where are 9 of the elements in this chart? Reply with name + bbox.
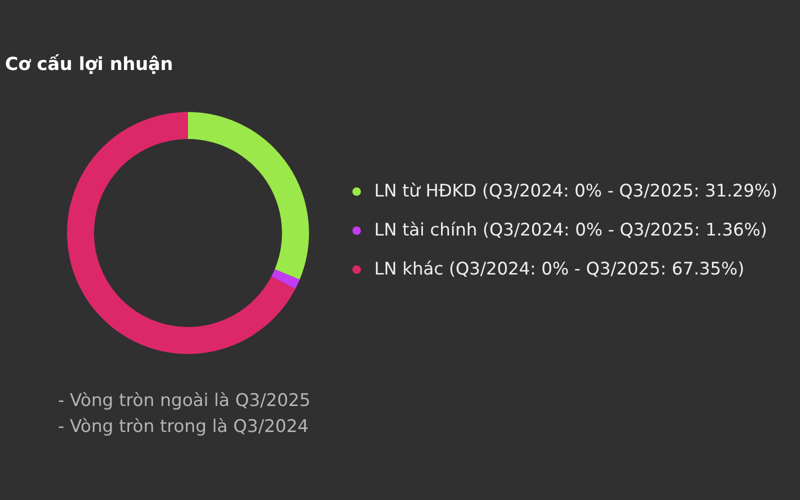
donut-slice <box>188 112 309 280</box>
legend-label: LN từ HĐKD (Q3/2024: 0% - Q3/2025: 31.29%) <box>374 182 778 202</box>
chart-title: Cơ cấu lợi nhuận <box>5 54 174 75</box>
donut-slice <box>271 269 300 289</box>
legend-label: LN khác (Q3/2024: 0% - Q3/2025: 67.35%) <box>374 260 744 280</box>
legend-label: LN tài chính (Q3/2024: 0% - Q3/2025: 1.36%) <box>374 220 768 241</box>
text: - Vòng tròn trong là Q3/2024 <box>58 417 309 437</box>
text: - Vòng tròn ngoài là Q3/2025 <box>58 391 311 411</box>
donut-slice <box>67 112 296 354</box>
